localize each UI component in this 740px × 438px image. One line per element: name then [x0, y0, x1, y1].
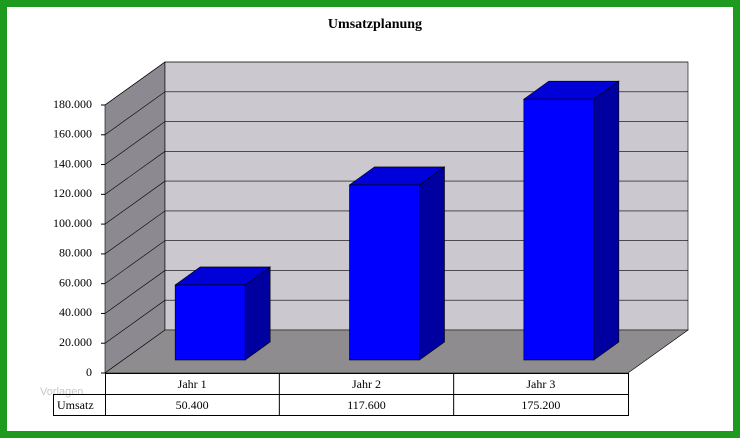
- value-label: 175.200: [521, 398, 560, 412]
- x-tick-label: Jahr 3: [526, 377, 555, 391]
- y-tick-label: 100.000: [53, 216, 92, 230]
- grid-line: [104, 121, 688, 165]
- y-tick-label: 120.000: [53, 186, 92, 200]
- grid-line: [104, 240, 688, 284]
- grid-line: [104, 61, 688, 106]
- legend-label: Umsatz: [57, 398, 94, 412]
- y-tick-label: 160.000: [53, 127, 92, 141]
- y-tick-label: 60.000: [59, 275, 92, 289]
- grid-line: [104, 270, 688, 314]
- x-tick-label: Jahr 1: [178, 377, 207, 391]
- bar: [523, 98, 595, 361]
- chart-title: Umsatzplanung: [328, 17, 422, 32]
- y-tick-label: 140.000: [53, 156, 92, 170]
- x-tick-label: Jahr 2: [352, 377, 381, 391]
- grid-line: [104, 180, 688, 225]
- y-tick-label: 40.000: [59, 305, 92, 319]
- grid-line: [104, 151, 688, 195]
- bar: [349, 184, 420, 361]
- y-tick-label: 20.000: [59, 335, 92, 349]
- grid-line: [104, 299, 688, 344]
- bar: [174, 284, 246, 361]
- bar-side: [419, 166, 445, 361]
- y-tick-label: 180.000: [53, 97, 92, 111]
- grid-line: [104, 91, 688, 136]
- bar-side: [593, 80, 620, 361]
- watermark: Vorlagen: [40, 386, 83, 398]
- value-label: 117.600: [347, 398, 386, 412]
- value-label: 50.400: [176, 398, 209, 412]
- table-row: [53, 394, 629, 416]
- y-tick-label: 0: [86, 365, 92, 379]
- grid-line: [104, 210, 688, 255]
- y-tick-label: 80.000: [59, 246, 92, 260]
